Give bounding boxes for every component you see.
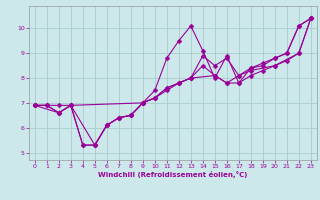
X-axis label: Windchill (Refroidissement éolien,°C): Windchill (Refroidissement éolien,°C) bbox=[98, 171, 247, 178]
